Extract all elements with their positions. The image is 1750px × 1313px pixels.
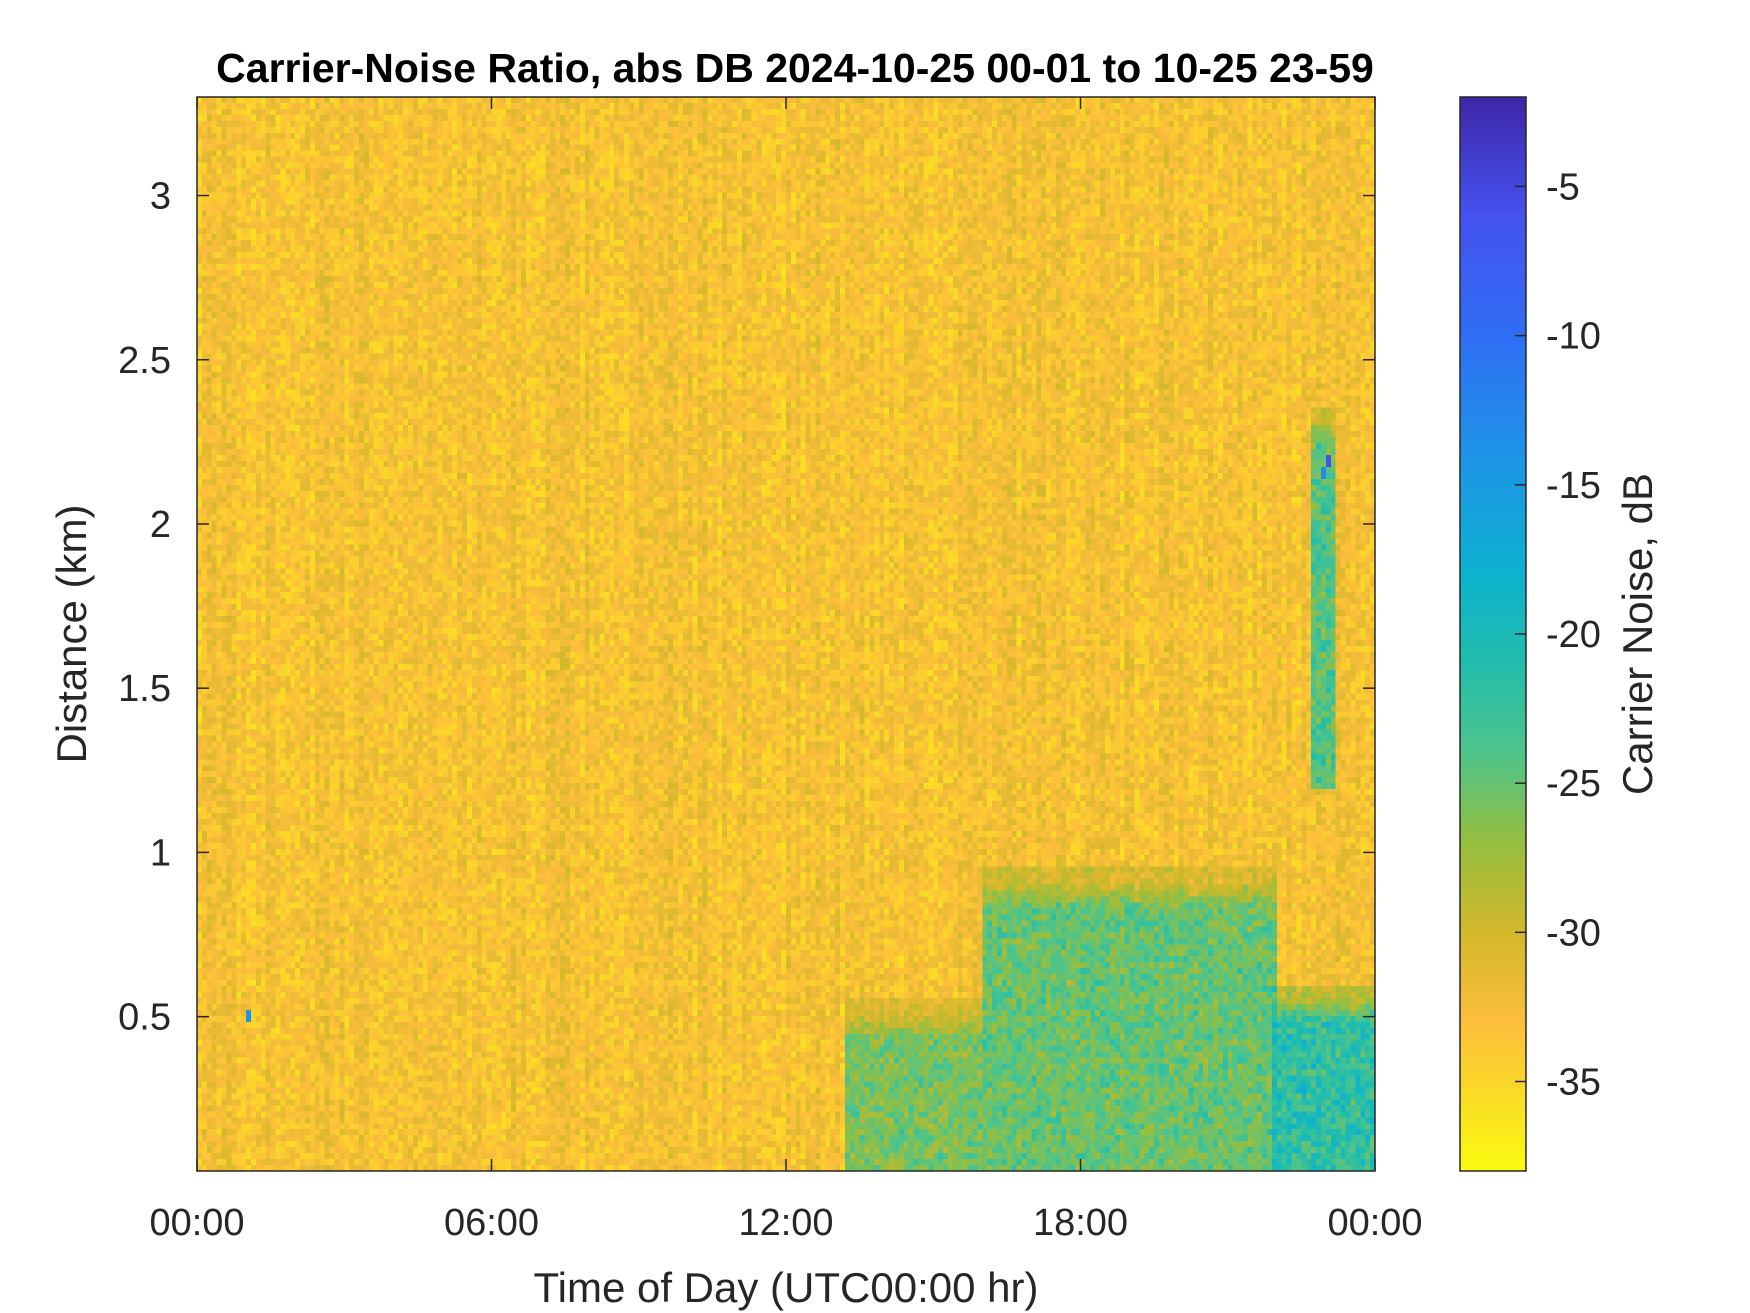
x-tick-label: 00:00 xyxy=(1327,1202,1422,1244)
x-axis: 00:00 06:00 12:00 18:00 00:00 xyxy=(149,97,1423,1244)
colorbar-axis: -5 -10 -15 -20 -25 -30 -35 xyxy=(1515,167,1601,1104)
x-axis-label: Time of Day (UTC00:00 hr) xyxy=(534,1264,1039,1311)
x-tick-label: 18:00 xyxy=(1033,1202,1128,1244)
y-tick-label: 1 xyxy=(150,832,171,874)
x-tick-label: 06:00 xyxy=(444,1202,539,1244)
colorbar-tick-label: -20 xyxy=(1546,614,1601,656)
heatmap-cells xyxy=(197,97,1375,1171)
colorbar-tick-label: -35 xyxy=(1546,1062,1601,1104)
colorbar-label: Carrier Noise, dB xyxy=(1614,473,1661,795)
chart-title: Carrier-Noise Ratio, abs DB 2024-10-25 0… xyxy=(216,45,1374,91)
y-tick-label: 2.5 xyxy=(118,340,171,382)
colorbar-tick-label: -15 xyxy=(1546,465,1601,507)
y-tick-label: 1.5 xyxy=(118,668,171,710)
colorbar-tick-label: -30 xyxy=(1546,912,1601,954)
colorbar-tick-label: -25 xyxy=(1546,763,1601,805)
y-tick-label: 0.5 xyxy=(118,997,171,1039)
y-axis: 0.5 1 1.5 2 2.5 3 xyxy=(118,176,1375,1039)
x-tick-label: 12:00 xyxy=(738,1202,833,1244)
heatmap-plot-area xyxy=(197,97,1375,1171)
colorbar-tick-label: -10 xyxy=(1546,316,1601,358)
y-tick-label: 3 xyxy=(150,176,171,218)
colorbar-tick-label: -5 xyxy=(1546,167,1580,209)
y-axis-label: Distance (km) xyxy=(48,504,95,763)
y-tick-label: 2 xyxy=(150,504,171,546)
x-tick-label: 00:00 xyxy=(149,1202,244,1244)
